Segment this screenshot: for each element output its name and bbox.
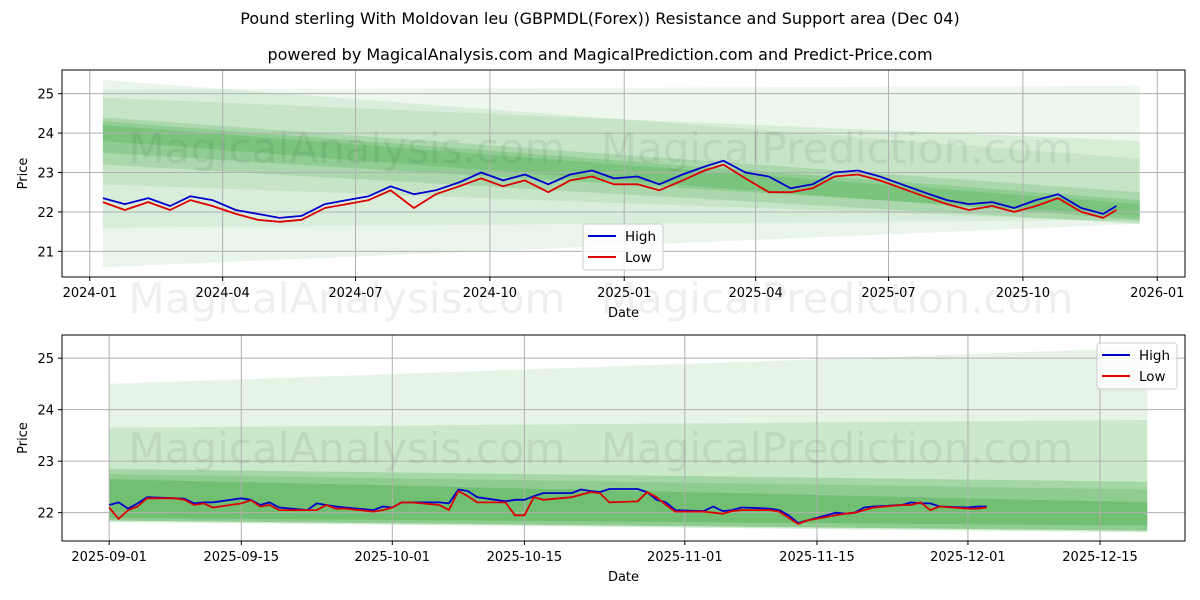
x-tick-label: 2025-10-15	[487, 550, 563, 565]
top-chart-panel: MagicalAnalysis.com MagicalPrediction.com…	[16, 69, 1186, 323]
y-tick-label: 22	[37, 507, 54, 522]
band-area	[102, 85, 1140, 228]
x-tick-label: 2025-04	[728, 286, 782, 301]
band-area	[109, 347, 1148, 531]
y-axis-ticks: 21 22 23 24 25	[37, 88, 62, 260]
chart-subtitle: powered by MagicalAnalysis.com and Magic…	[267, 45, 933, 64]
bottom-chart-panel: MagicalAnalysis.com MagicalPrediction.com…	[16, 334, 1186, 585]
y-tick-label: 23	[37, 167, 54, 182]
legend: High Low	[1096, 342, 1178, 390]
y-axis-label: Price	[16, 422, 31, 454]
y-tick-label: 25	[37, 352, 54, 367]
x-tick-label: 2025-07	[861, 286, 915, 301]
chart-title: Pound sterling With Moldovan leu (GBPMDL…	[240, 9, 960, 28]
y-tick-label: 24	[37, 404, 54, 419]
legend-low-label: Low	[1139, 369, 1166, 385]
band-area	[102, 97, 1140, 222]
watermark-magicalprediction: MagicalPrediction.com	[601, 424, 1074, 473]
y-axis-ticks: 22 23 24 25	[37, 352, 62, 522]
x-tick-label: 2025-12-01	[930, 550, 1006, 565]
x-tick-label: 2024-04	[195, 286, 249, 301]
legend-low-label: Low	[625, 250, 652, 266]
band-area	[109, 419, 1148, 531]
x-axis-ticks: 2024-01 2024-04 2024-07 2024-10 2025-01 2025-…	[63, 277, 1184, 301]
watermark-magicalprediction: MagicalPrediction.com	[601, 274, 1074, 323]
legend-high-label: High	[625, 229, 656, 245]
y-tick-label: 25	[37, 88, 54, 103]
axes-frame	[61, 69, 1186, 278]
band-area	[109, 474, 1148, 533]
y-tick-label: 22	[37, 206, 54, 221]
x-tick-label: 2024-10	[463, 286, 517, 301]
watermark-magicalanalysis: MagicalAnalysis.com	[129, 124, 566, 173]
grid-lines	[62, 335, 1185, 541]
x-tick-label: 2025-11-01	[647, 550, 723, 565]
x-tick-label: 2025-01	[597, 286, 651, 301]
legend: High Low	[582, 223, 664, 271]
legend-high-label: High	[1139, 348, 1170, 364]
x-tick-label: 2025-12-15	[1062, 550, 1138, 565]
x-tick-label: 2026-01	[1130, 286, 1184, 301]
axes-frame	[61, 334, 1186, 542]
watermark-magicalanalysis: MagicalAnalysis.com	[129, 274, 566, 323]
series-low-line	[108, 490, 987, 525]
band-area	[109, 468, 1148, 531]
x-tick-label: 2024-07	[328, 286, 382, 301]
series-high-line	[102, 159, 1117, 219]
band-area	[102, 121, 1140, 216]
y-tick-label: 24	[37, 127, 54, 142]
x-tick-label: 2025-10	[996, 286, 1050, 301]
support-resistance-bands	[109, 347, 1148, 533]
y-tick-label: 21	[37, 245, 54, 260]
x-tick-label: 2025-11-15	[779, 550, 855, 565]
watermark-magicalprediction: MagicalPrediction.com	[601, 124, 1074, 173]
x-axis-label: Date	[608, 306, 639, 321]
x-tick-label: 2024-01	[63, 286, 117, 301]
y-tick-label: 23	[37, 455, 54, 470]
x-tick-label: 2025-09-01	[71, 550, 147, 565]
y-axis-label: Price	[16, 158, 31, 190]
x-tick-label: 2025-10-01	[355, 550, 431, 565]
series-low-line	[102, 163, 1117, 223]
band-area	[102, 79, 1140, 268]
watermark-magicalanalysis: MagicalAnalysis.com	[129, 424, 566, 473]
x-axis-label: Date	[608, 570, 639, 585]
x-axis-ticks: 2025-09-01 2025-09-15 2025-10-01 2025-10-15…	[71, 541, 1138, 565]
x-tick-label: 2025-09-15	[204, 550, 280, 565]
band-area	[102, 117, 1140, 224]
